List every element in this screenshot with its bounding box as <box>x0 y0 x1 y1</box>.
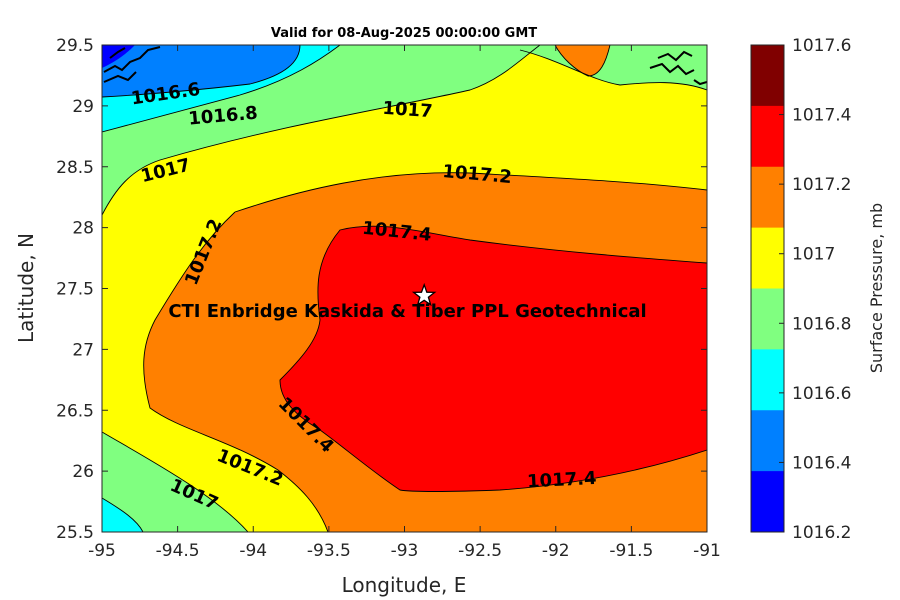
contour-line-1016-8-top-right <box>519 49 707 91</box>
coastline-east-2 <box>657 50 693 62</box>
contour-line-1016-8 <box>102 45 541 216</box>
x-axis-label: Longitude, E <box>342 573 467 597</box>
lower-left-1016-6-fill <box>102 498 143 532</box>
contour-line-1016-6 <box>102 45 341 133</box>
y-tick-label: 25.5 <box>56 523 94 543</box>
y-tick-label: 29.5 <box>56 36 94 56</box>
y-tick-label: 29 <box>72 97 94 117</box>
top-right-1016-8-fill <box>500 45 707 90</box>
level-1017-4-fill <box>280 226 707 492</box>
colorbar-tick-label: 1017.2 <box>792 175 851 195</box>
x-tick-label: -94.5 <box>156 541 200 561</box>
top-right-1017-2-fill <box>555 45 610 76</box>
contour-label: 1017.4 <box>527 468 597 493</box>
colorbar-swatch <box>751 227 784 289</box>
colorbar-tick-label: 1016.2 <box>792 523 851 543</box>
contour-line-1016-6-south <box>102 497 144 532</box>
x-axis-ticks: -95 -94.5 -94 -93.5 -93 -92.5 -92 -91.5 -91 <box>88 45 721 561</box>
colorbar-swatch <box>751 471 784 533</box>
x-tick-label: -93.5 <box>307 541 351 561</box>
coastline-west-2 <box>103 71 137 83</box>
colorbar-swatch <box>751 410 784 472</box>
coastline-west-3 <box>109 47 126 59</box>
colorbar-tick-label: 1016.6 <box>792 384 851 404</box>
colorbar-label: Surface Pressure, mb <box>867 203 886 373</box>
coastline-east <box>649 62 695 76</box>
contour-line-1017-4 <box>279 225 707 492</box>
contour-fill-layer <box>102 45 707 532</box>
coastline-west <box>103 46 161 73</box>
contour-line-1017-2-west <box>143 211 329 532</box>
colorbar-tick-label: 1016.4 <box>792 453 851 473</box>
y-tick-label: 28.5 <box>56 158 94 178</box>
y-axis-label: Latitude, N <box>14 233 38 343</box>
x-tick-label: -94 <box>239 541 267 561</box>
colorbar-tick-label: 1016.8 <box>792 314 851 334</box>
site-star-icon <box>411 282 437 307</box>
y-axis-ticks: 25.5 26 26.5 27 27.5 28 28.5 29 29.5 <box>56 36 707 543</box>
colorbar-tick-label: 1017.6 <box>792 36 851 56</box>
contour-line-1017-2-north <box>234 172 707 213</box>
x-tick-label: -92.5 <box>458 541 502 561</box>
lower-left-1016-8-fill <box>102 432 248 532</box>
colorbar <box>751 45 784 533</box>
x-tick-label: -95 <box>88 541 116 561</box>
x-tick-label: -91.5 <box>609 541 653 561</box>
x-tick-label: -92 <box>542 541 570 561</box>
y-tick-label: 26.5 <box>56 401 94 421</box>
contour-line-1017-2-top-right <box>554 45 611 77</box>
colorbar-swatch <box>751 288 784 350</box>
colorbar-tick-label: 1017 <box>792 245 835 265</box>
coastline-east-3 <box>693 79 707 86</box>
colorbar-swatch <box>751 45 784 107</box>
x-tick-label: -93 <box>391 541 419 561</box>
contour-lines <box>102 45 707 532</box>
site-label: CTI Enbridge Kaskida & Tiber PPL Geotech… <box>168 301 646 322</box>
y-tick-label: 26 <box>72 462 94 482</box>
y-tick-label: 27 <box>72 340 94 360</box>
colorbar-tick-label: 1017.4 <box>792 106 851 126</box>
colorbar-swatch <box>751 105 784 168</box>
colorbar-swatch <box>751 166 784 229</box>
contour-line-1016-8-south <box>102 431 249 532</box>
level-1016-2-fill <box>102 45 135 68</box>
x-tick-label: -91 <box>693 541 721 561</box>
y-tick-label: 27.5 <box>56 280 94 300</box>
coastline <box>103 46 707 86</box>
colorbar-ticks: 1017.6 1017.4 1017.2 1017 1016.8 1016.6 1016.4… <box>779 36 851 543</box>
contour-label: 1017 <box>382 98 433 122</box>
y-tick-label: 28 <box>72 219 94 239</box>
map-title: Valid for 08-Aug-2025 00:00:00 GMT <box>271 26 537 41</box>
level-1016-4-fill <box>102 45 300 97</box>
colorbar-frame <box>750 44 785 533</box>
colorbar-swatch <box>751 349 784 411</box>
contour-line-1016-4 <box>102 45 301 98</box>
